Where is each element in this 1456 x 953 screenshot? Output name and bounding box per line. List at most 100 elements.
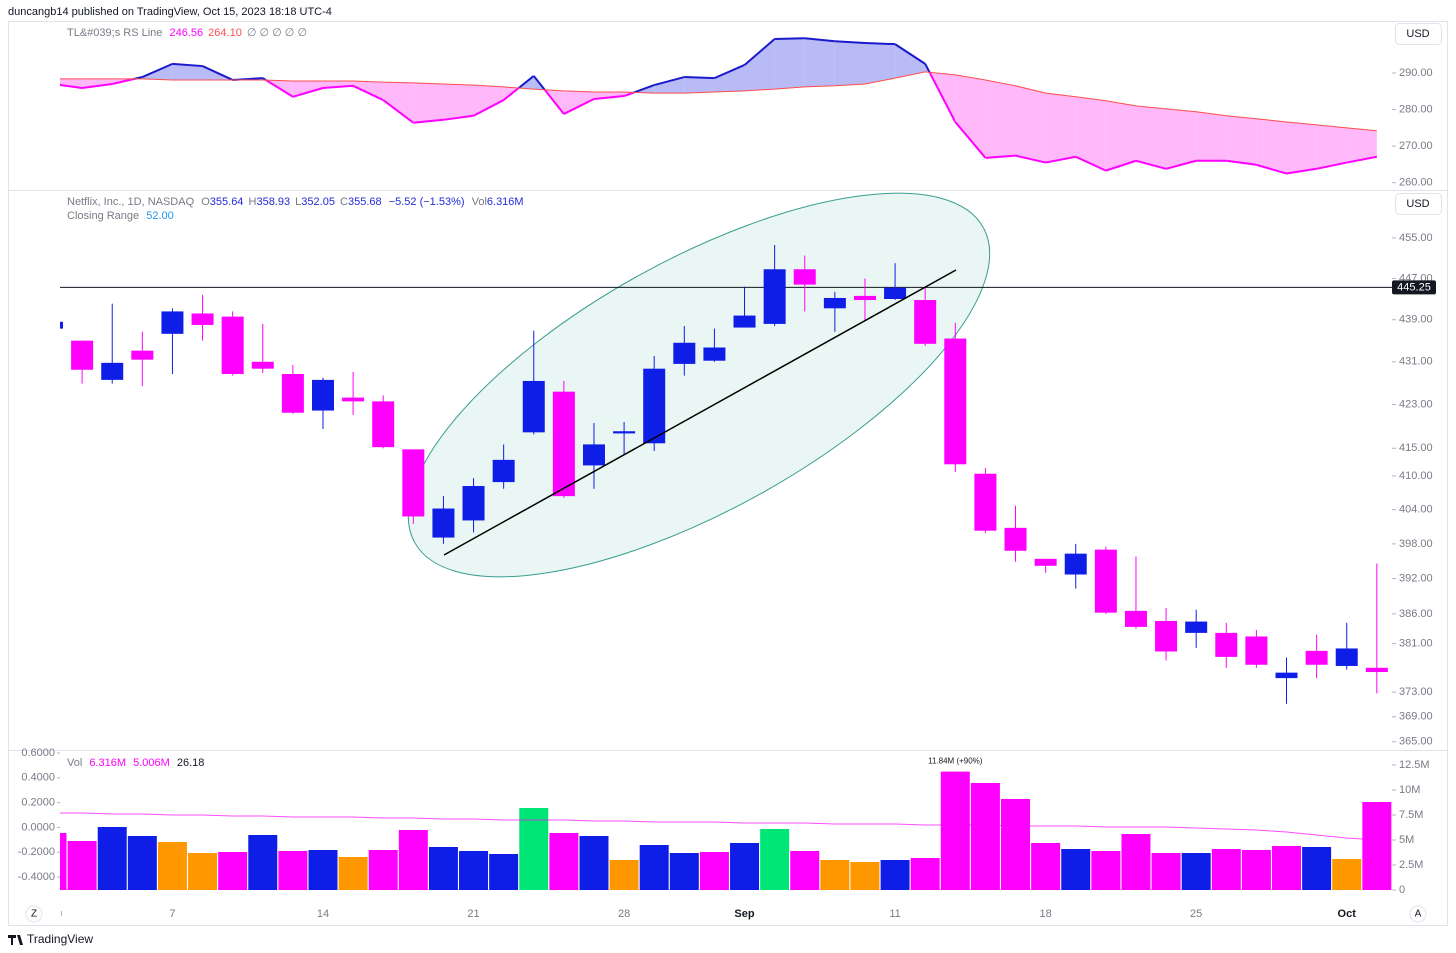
rs-line-segment [653,76,685,87]
rs-line-segment [1075,155,1107,172]
volume-bar [820,860,850,890]
rs-line-segment [1346,155,1378,164]
volume-bar [1241,850,1271,890]
auto-label: A [1415,909,1422,920]
candle-body [1305,650,1328,665]
rs-line-segment [593,95,625,100]
rs-line-segment [413,118,444,124]
volume-bar [549,833,579,890]
candle-body [1275,672,1298,679]
rs-line-segment [834,40,866,45]
volume-bar [368,850,398,890]
rs-fill [654,77,685,94]
volume-bar [1061,849,1091,890]
currency-label: USD [1406,28,1429,40]
rs-value: 246.56 [169,27,203,39]
rs-line-segment [172,62,203,68]
volume-bar [1151,853,1181,890]
y2-tick-label: 0.2000 [21,797,55,809]
rs-fill [1105,100,1136,171]
rs-line-segment [60,84,83,89]
y-tick-label: 398.00 [1399,538,1433,550]
rs-fill [172,63,203,80]
x-tick-label: 14 [317,908,329,920]
auto-button[interactable] [1409,905,1427,923]
currency-button[interactable] [1395,193,1442,215]
y-tick-label: 7.5M [1399,809,1423,821]
rs-value: 264.10 [208,27,242,39]
rs-fill [82,78,113,88]
rs-fill [413,82,444,123]
ohlc-value: 355.64 [210,196,244,208]
candle-body [1365,667,1388,673]
rs-line-segment [141,62,173,78]
volume-bar [850,862,880,890]
y-tick-label: 0 [1399,884,1405,896]
rs-fill [1135,105,1167,169]
rs-fill [1196,111,1227,161]
price-label-box [1392,280,1436,295]
indicator-name: Closing Range [67,210,139,222]
candle-body [944,338,967,465]
rs-line-segment [623,91,635,97]
volume-bar [1302,847,1332,890]
rs-fill [1226,115,1257,165]
volume-bar [338,857,368,890]
candle-body [733,315,756,328]
volume-bar [639,845,669,890]
rs-line-segment [743,38,776,66]
y-tick-label: 373.00 [1399,686,1433,698]
candle-body [884,287,907,299]
rs-line-segment [503,87,520,101]
rs-fill [955,74,986,158]
rs-status: TL&#039;s RS Line 246.56 264.10 ∅ ∅ ∅ ∅ … [67,27,307,39]
candle-body [823,297,846,309]
candles [60,244,1388,704]
volume-bar [1362,802,1392,890]
volume-bar [489,854,519,890]
rs-fill [1015,85,1046,163]
x-tick-label: 21 [467,908,479,920]
volume-bar [669,853,699,890]
y-tick-label: 12.5M [1399,759,1430,771]
rs-fill [1166,108,1197,169]
rs-line-segment [563,98,595,115]
rs-fill [804,38,835,87]
y2-tick-label: -0.2000 [18,846,55,858]
rs-average-line [60,71,1377,132]
rs-line-segment [265,79,294,98]
rs-fill [292,81,323,97]
rs-fill [714,64,745,93]
rs-fill [1346,127,1377,163]
brand-logo [8,935,23,945]
candle-body [793,269,816,285]
rs-line-segment [1105,159,1137,172]
indicator-value: 52.00 [146,210,174,222]
volume-ma-line [60,812,1377,841]
candle-body [342,397,365,402]
rs-line-segment [1226,159,1257,166]
rs-line-segment [202,65,234,81]
rs-line-segment [322,84,354,89]
symbol: Netflix, Inc., 1D, NASDAQ [67,196,195,208]
currency-label: USD [1406,198,1429,210]
candle-body [582,444,605,466]
rs-fill [353,81,384,101]
volume-bar [1001,799,1031,890]
rs-fill [684,77,715,94]
y-tick-label: 386.00 [1399,608,1433,620]
rs-line-segment [894,43,926,65]
volume-bar [1181,853,1211,890]
brand-name: TradingView [27,932,93,946]
currency-button[interactable] [1395,23,1442,45]
rs-line-segment [774,37,805,41]
volume-ma-value: 5.006M [133,757,170,769]
candle-body [131,350,154,360]
volume-bar [188,853,218,890]
y-tick-label: 270.00 [1399,140,1433,152]
frame [8,21,1448,926]
rs-fill [744,39,775,91]
zoom-button[interactable] [25,905,43,923]
candle-body [1034,558,1057,566]
rs-pane [60,37,1378,175]
